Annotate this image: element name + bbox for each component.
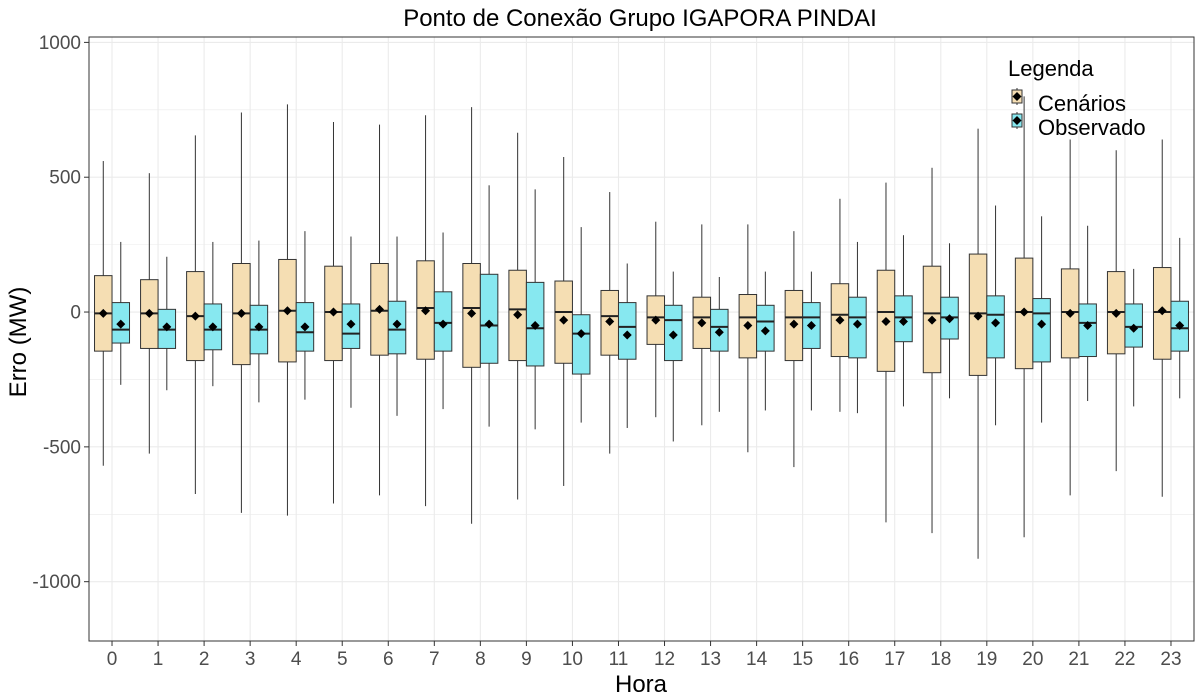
mean-marker [622,330,632,340]
mean-marker [714,327,724,337]
legend-label-cenarios: Cenários [1038,91,1126,116]
mean-marker [806,321,816,331]
mean-marker [898,316,908,326]
mean-marker [991,318,1001,328]
x-tick-label: 9 [521,649,532,670]
mean-marker [1129,323,1139,333]
x-tick-label: 0 [107,649,118,670]
mean-marker [530,321,540,331]
x-tick-label: 12 [654,649,675,670]
x-tick-label: 15 [792,649,813,670]
x-tick-label: 8 [475,649,486,670]
mean-marker [513,310,523,320]
y-tick-label: -500 [43,437,81,458]
mean-marker [973,311,983,321]
mean-marker [1065,308,1075,318]
mean-marker [743,321,753,331]
mean-marker [467,308,477,318]
mean-marker [190,311,200,321]
y-tick-label: 0 [70,303,81,324]
x-tick-label: 2 [199,649,210,670]
mean-marker [375,304,385,314]
mean-marker [760,326,770,336]
mean-marker [300,322,310,332]
mean-marker [162,322,172,332]
mean-marker [421,306,431,316]
mean-marker [392,319,402,329]
x-tick-label: 18 [930,649,951,670]
x-tick-label: 3 [245,649,256,670]
x-axis-title: Hora [615,671,668,698]
mean-marker [697,318,707,328]
x-tick-label: 22 [1114,649,1135,670]
mean-marker [927,315,937,325]
legend-label-observado: Observado [1038,115,1146,140]
chart-title: Ponto de Conexão Grupo IGAPORA PINDAI [403,5,877,32]
mean-marker [835,315,845,325]
mean-marker [945,314,955,324]
x-tick-label: 5 [337,649,348,670]
mean-marker [236,308,246,318]
mean-marker [852,319,862,329]
box [479,273,499,364]
mean-marker [789,319,799,329]
x-tick-label: 21 [1068,649,1089,670]
mean-marker [438,319,448,329]
x-tick-label: 13 [700,649,721,670]
mean-marker [1019,307,1029,317]
legend-key-cenarios-mean [1012,92,1022,101]
x-tick-label: 11 [609,649,629,670]
mean-marker [144,308,154,318]
box [571,314,591,375]
mean-marker [605,316,615,326]
x-tick-label: 19 [976,649,997,670]
y-tick-label: 500 [49,168,81,189]
legend-title: Legenda [1008,56,1094,81]
mean-marker [1083,321,1093,331]
y-tick-label: -1000 [32,572,81,593]
mean-marker [282,306,292,316]
mean-marker [484,319,494,329]
y-axis-title: Erro (MW) [5,287,32,398]
panel-background [89,37,1194,641]
x-tick-label: 23 [1160,649,1181,670]
mean-marker [1157,306,1167,316]
legend: Legenda Cenários Observado [1008,56,1146,140]
x-tick-label: 6 [383,649,394,670]
y-tick-label: 1000 [39,33,81,54]
mean-marker [1175,321,1185,331]
x-tick-label: 4 [291,649,302,670]
x-tick-label: 7 [429,649,440,670]
mean-marker [559,315,569,325]
mean-marker [328,307,338,317]
mean-marker [346,319,356,329]
x-tick-label: 17 [884,649,905,670]
legend-key-observado-mean [1012,116,1022,125]
mean-marker [1037,319,1047,329]
mean-marker [116,319,126,329]
mean-marker [651,315,661,325]
x-tick-label: 20 [1022,649,1043,670]
x-tick-label: 16 [838,649,859,670]
box [1032,298,1051,363]
x-tick-label: 10 [562,649,583,670]
mean-marker [668,330,678,340]
x-tick-label: 14 [746,649,768,670]
mean-marker [208,322,218,332]
mean-marker [576,329,586,339]
panel-border [88,36,1195,642]
mean-marker [254,322,264,332]
x-tick-label: 1 [153,649,164,670]
mean-marker [1111,308,1121,318]
mean-marker [98,308,108,318]
box [1078,303,1097,358]
mean-marker [881,316,891,326]
